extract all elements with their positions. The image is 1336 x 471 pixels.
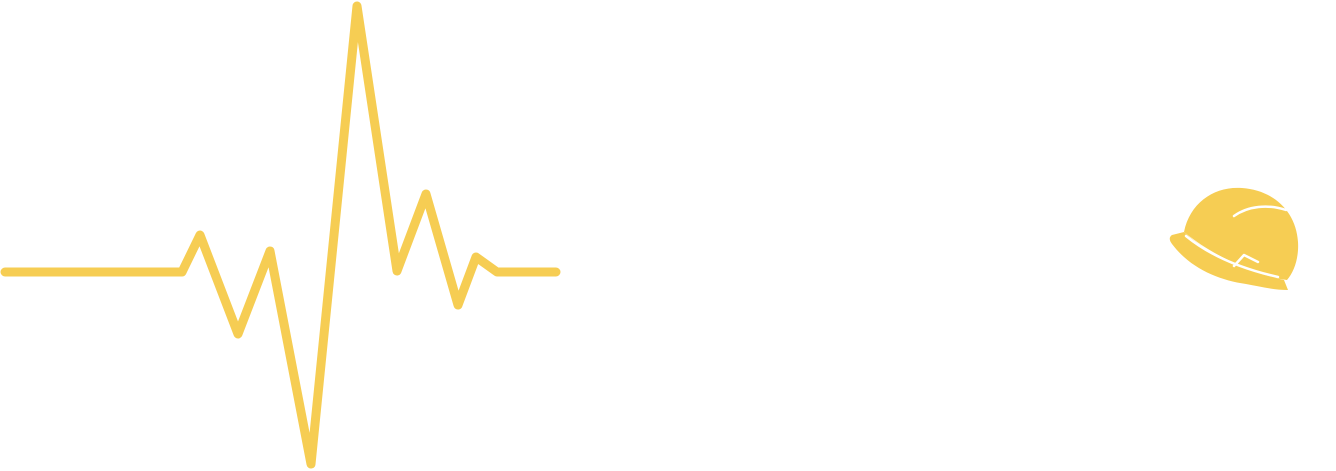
hard-hat-shape: [1169, 187, 1299, 290]
hard-hat-icon: [1169, 187, 1299, 290]
heartbeat-line: [0, 1, 561, 469]
heartbeat-line-icon: [0, 1, 561, 469]
